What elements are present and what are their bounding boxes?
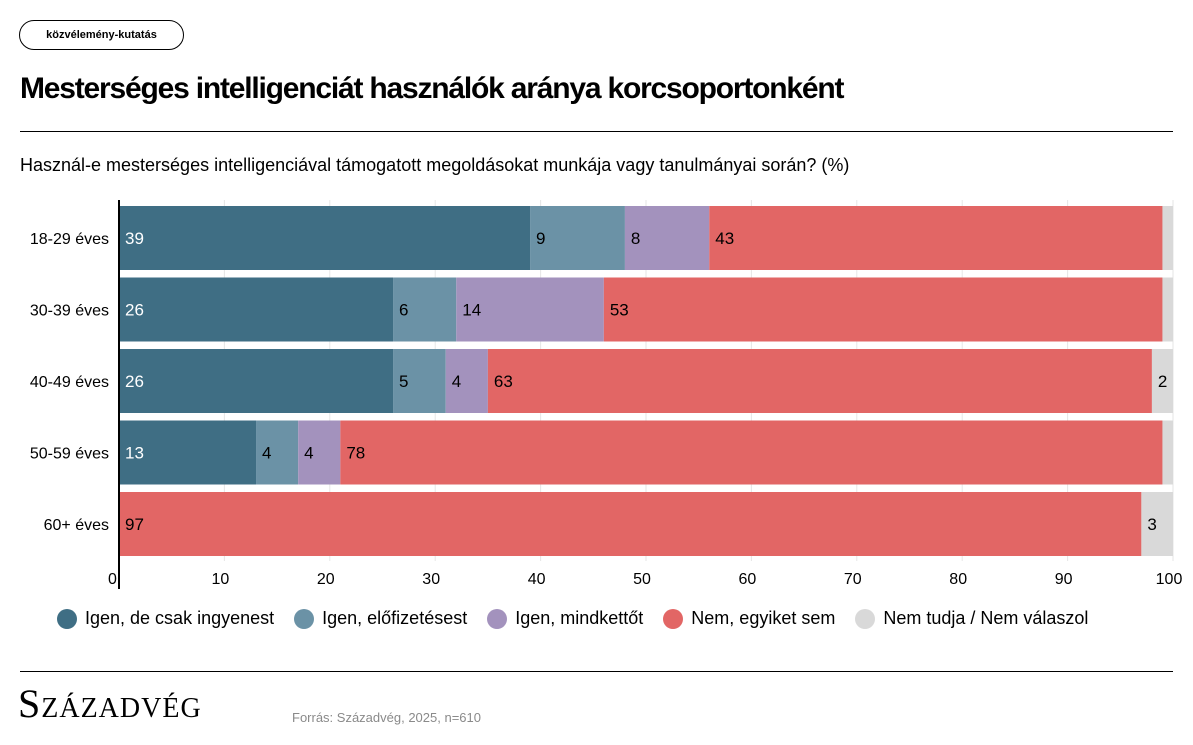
bar-segment	[1151, 349, 1173, 413]
x-tick-label: 30	[422, 571, 440, 588]
bar-segment	[624, 206, 710, 270]
bar-segment	[298, 420, 341, 485]
bar-segment	[119, 492, 1142, 556]
legend-label: Igen, előfizetésest	[322, 608, 468, 628]
footer-divider	[20, 671, 1173, 672]
legend-item: Igen, mindkettőt	[487, 608, 643, 629]
bar-segment	[393, 277, 457, 342]
chart-title: Mesterséges intelligenciát használók ará…	[20, 72, 845, 105]
data-label: 26	[125, 301, 144, 320]
data-label: 63	[494, 372, 513, 391]
legend-label: Igen, mindkettőt	[515, 608, 644, 628]
data-label: 26	[125, 372, 144, 391]
data-label: 14	[462, 301, 481, 320]
data-label: 4	[304, 444, 313, 463]
bar-segment	[119, 277, 394, 342]
bar-segment	[487, 349, 1152, 413]
bar-segment	[256, 420, 299, 485]
data-label: 43	[715, 229, 734, 248]
legend-swatch	[294, 608, 315, 629]
data-label: 5	[399, 372, 408, 391]
bar-segment	[119, 206, 531, 270]
x-tick-label: 40	[528, 571, 546, 588]
legend-item: Igen, de csak ingyenest	[57, 608, 274, 629]
bar-segment	[119, 349, 394, 413]
legend-swatch	[855, 608, 876, 629]
data-label: 8	[631, 229, 640, 248]
category-label: 30-39 éves	[30, 303, 109, 320]
publisher-logo: Századvég	[18, 681, 202, 726]
x-tick-label: 80	[949, 571, 967, 588]
bar-segment	[393, 349, 446, 413]
legend-item: Igen, előfizetésest	[294, 608, 467, 629]
bar-segment	[1162, 420, 1173, 485]
legend-item: Nem tudja / Nem válaszol	[855, 608, 1088, 629]
chart-subtitle: Használ-e mesterséges intelligenciával t…	[20, 155, 850, 175]
bar-segment	[445, 349, 488, 413]
data-label: 6	[399, 301, 408, 320]
x-tick-label: 100	[1156, 571, 1183, 588]
x-tick-label: 70	[844, 571, 862, 588]
bar-segment	[530, 206, 625, 270]
bar-segment	[1162, 206, 1173, 270]
bar-segment	[709, 206, 1163, 270]
data-label: 4	[452, 372, 461, 391]
legend-swatch	[57, 608, 77, 629]
category-label: 60+ éves	[44, 517, 109, 534]
category-label: 50-59 éves	[30, 446, 109, 463]
bar-segment	[119, 420, 257, 485]
legend-swatch	[663, 608, 684, 629]
legend-swatch	[487, 608, 508, 629]
data-label: 13	[125, 444, 144, 463]
legend-label: Nem, egyiket sem	[691, 608, 836, 628]
bar-segment	[340, 420, 1163, 485]
x-tick-label: 0	[108, 571, 117, 588]
title-divider	[20, 131, 1173, 132]
bar-segment	[456, 277, 604, 342]
x-tick-label: 20	[317, 571, 335, 588]
data-label: 9	[536, 229, 545, 248]
bar-segment	[1162, 277, 1173, 342]
data-label: 39	[125, 229, 144, 248]
category-label: 18-29 éves	[30, 231, 109, 248]
data-label: 97	[125, 515, 144, 534]
bar-segment	[1141, 492, 1173, 556]
category-label: 40-49 éves	[30, 374, 109, 391]
legend-label: Nem tudja / Nem válaszol	[883, 608, 1089, 628]
data-label: 4	[262, 444, 271, 463]
category-tag: közvélemény-kutatás	[19, 20, 184, 50]
chart-legend: Igen, de csak ingyenest Igen, előfizetése…	[57, 608, 1088, 629]
x-tick-label: 10	[212, 571, 230, 588]
bar-segment	[603, 277, 1163, 342]
data-label: 3	[1147, 515, 1156, 534]
data-label: 53	[610, 301, 629, 320]
legend-item: Nem, egyiket sem	[663, 608, 835, 629]
x-tick-label: 50	[633, 571, 651, 588]
source-note: Forrás: Századvég, 2025, n=610	[292, 710, 481, 725]
data-label: 78	[346, 444, 365, 463]
legend-label: Igen, de csak ingyenest	[85, 608, 275, 628]
x-tick-label: 60	[739, 571, 757, 588]
data-label: 2	[1158, 372, 1167, 391]
x-tick-label: 90	[1055, 571, 1073, 588]
